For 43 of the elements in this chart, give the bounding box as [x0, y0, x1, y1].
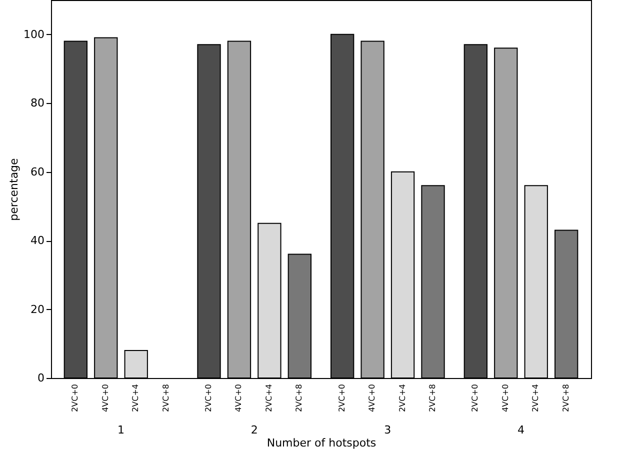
bar — [390, 171, 415, 378]
text: 2VC+8 — [561, 384, 570, 412]
bar — [288, 254, 312, 378]
text: 2VC+8 — [161, 384, 170, 412]
bar — [524, 185, 548, 378]
bar — [227, 40, 252, 378]
y-tick-label: 100 — [24, 28, 44, 41]
bar — [464, 44, 488, 378]
bar — [421, 185, 445, 378]
y-tick-label: 60 — [30, 165, 44, 178]
text: 2VC+0 — [337, 384, 346, 412]
text: 2VC+4 — [398, 384, 407, 412]
text: 4VC+0 — [368, 384, 377, 412]
text: 2VC+8 — [428, 384, 437, 412]
y-tick-label: 0 — [38, 372, 44, 384]
bar — [94, 37, 118, 378]
bar — [330, 34, 354, 378]
text: 2VC+8 — [294, 384, 304, 412]
text: 2VC+4 — [531, 384, 540, 412]
text: 2VC+0 — [470, 384, 480, 412]
text: 4VC+0 — [234, 384, 244, 412]
x-tick-label: 1 — [118, 424, 124, 436]
text: 2VC+4 — [264, 384, 274, 412]
bar — [494, 48, 518, 378]
bar — [64, 40, 88, 378]
bar — [124, 350, 148, 378]
text: 4VC+0 — [500, 384, 510, 412]
text: 2VC+0 — [70, 384, 80, 412]
bar — [554, 230, 578, 378]
bar — [258, 222, 282, 378]
x-axis-title: Number of hotspots — [266, 436, 376, 450]
x-tick-label: 2 — [250, 424, 258, 436]
y-axis-title: percentage — [8, 158, 21, 221]
text: 2VC+0 — [204, 384, 213, 412]
text: 4VC+0 — [100, 384, 110, 412]
x-tick-label: 3 — [384, 424, 392, 436]
y-tick-label: 80 — [30, 96, 44, 110]
y-tick-label: 20 — [30, 302, 44, 316]
x-tick-label: 4 — [518, 424, 524, 436]
text: 2VC+4 — [131, 384, 140, 412]
bar — [197, 44, 221, 378]
bar — [360, 40, 384, 378]
y-tick-label: 40 — [30, 234, 44, 248]
